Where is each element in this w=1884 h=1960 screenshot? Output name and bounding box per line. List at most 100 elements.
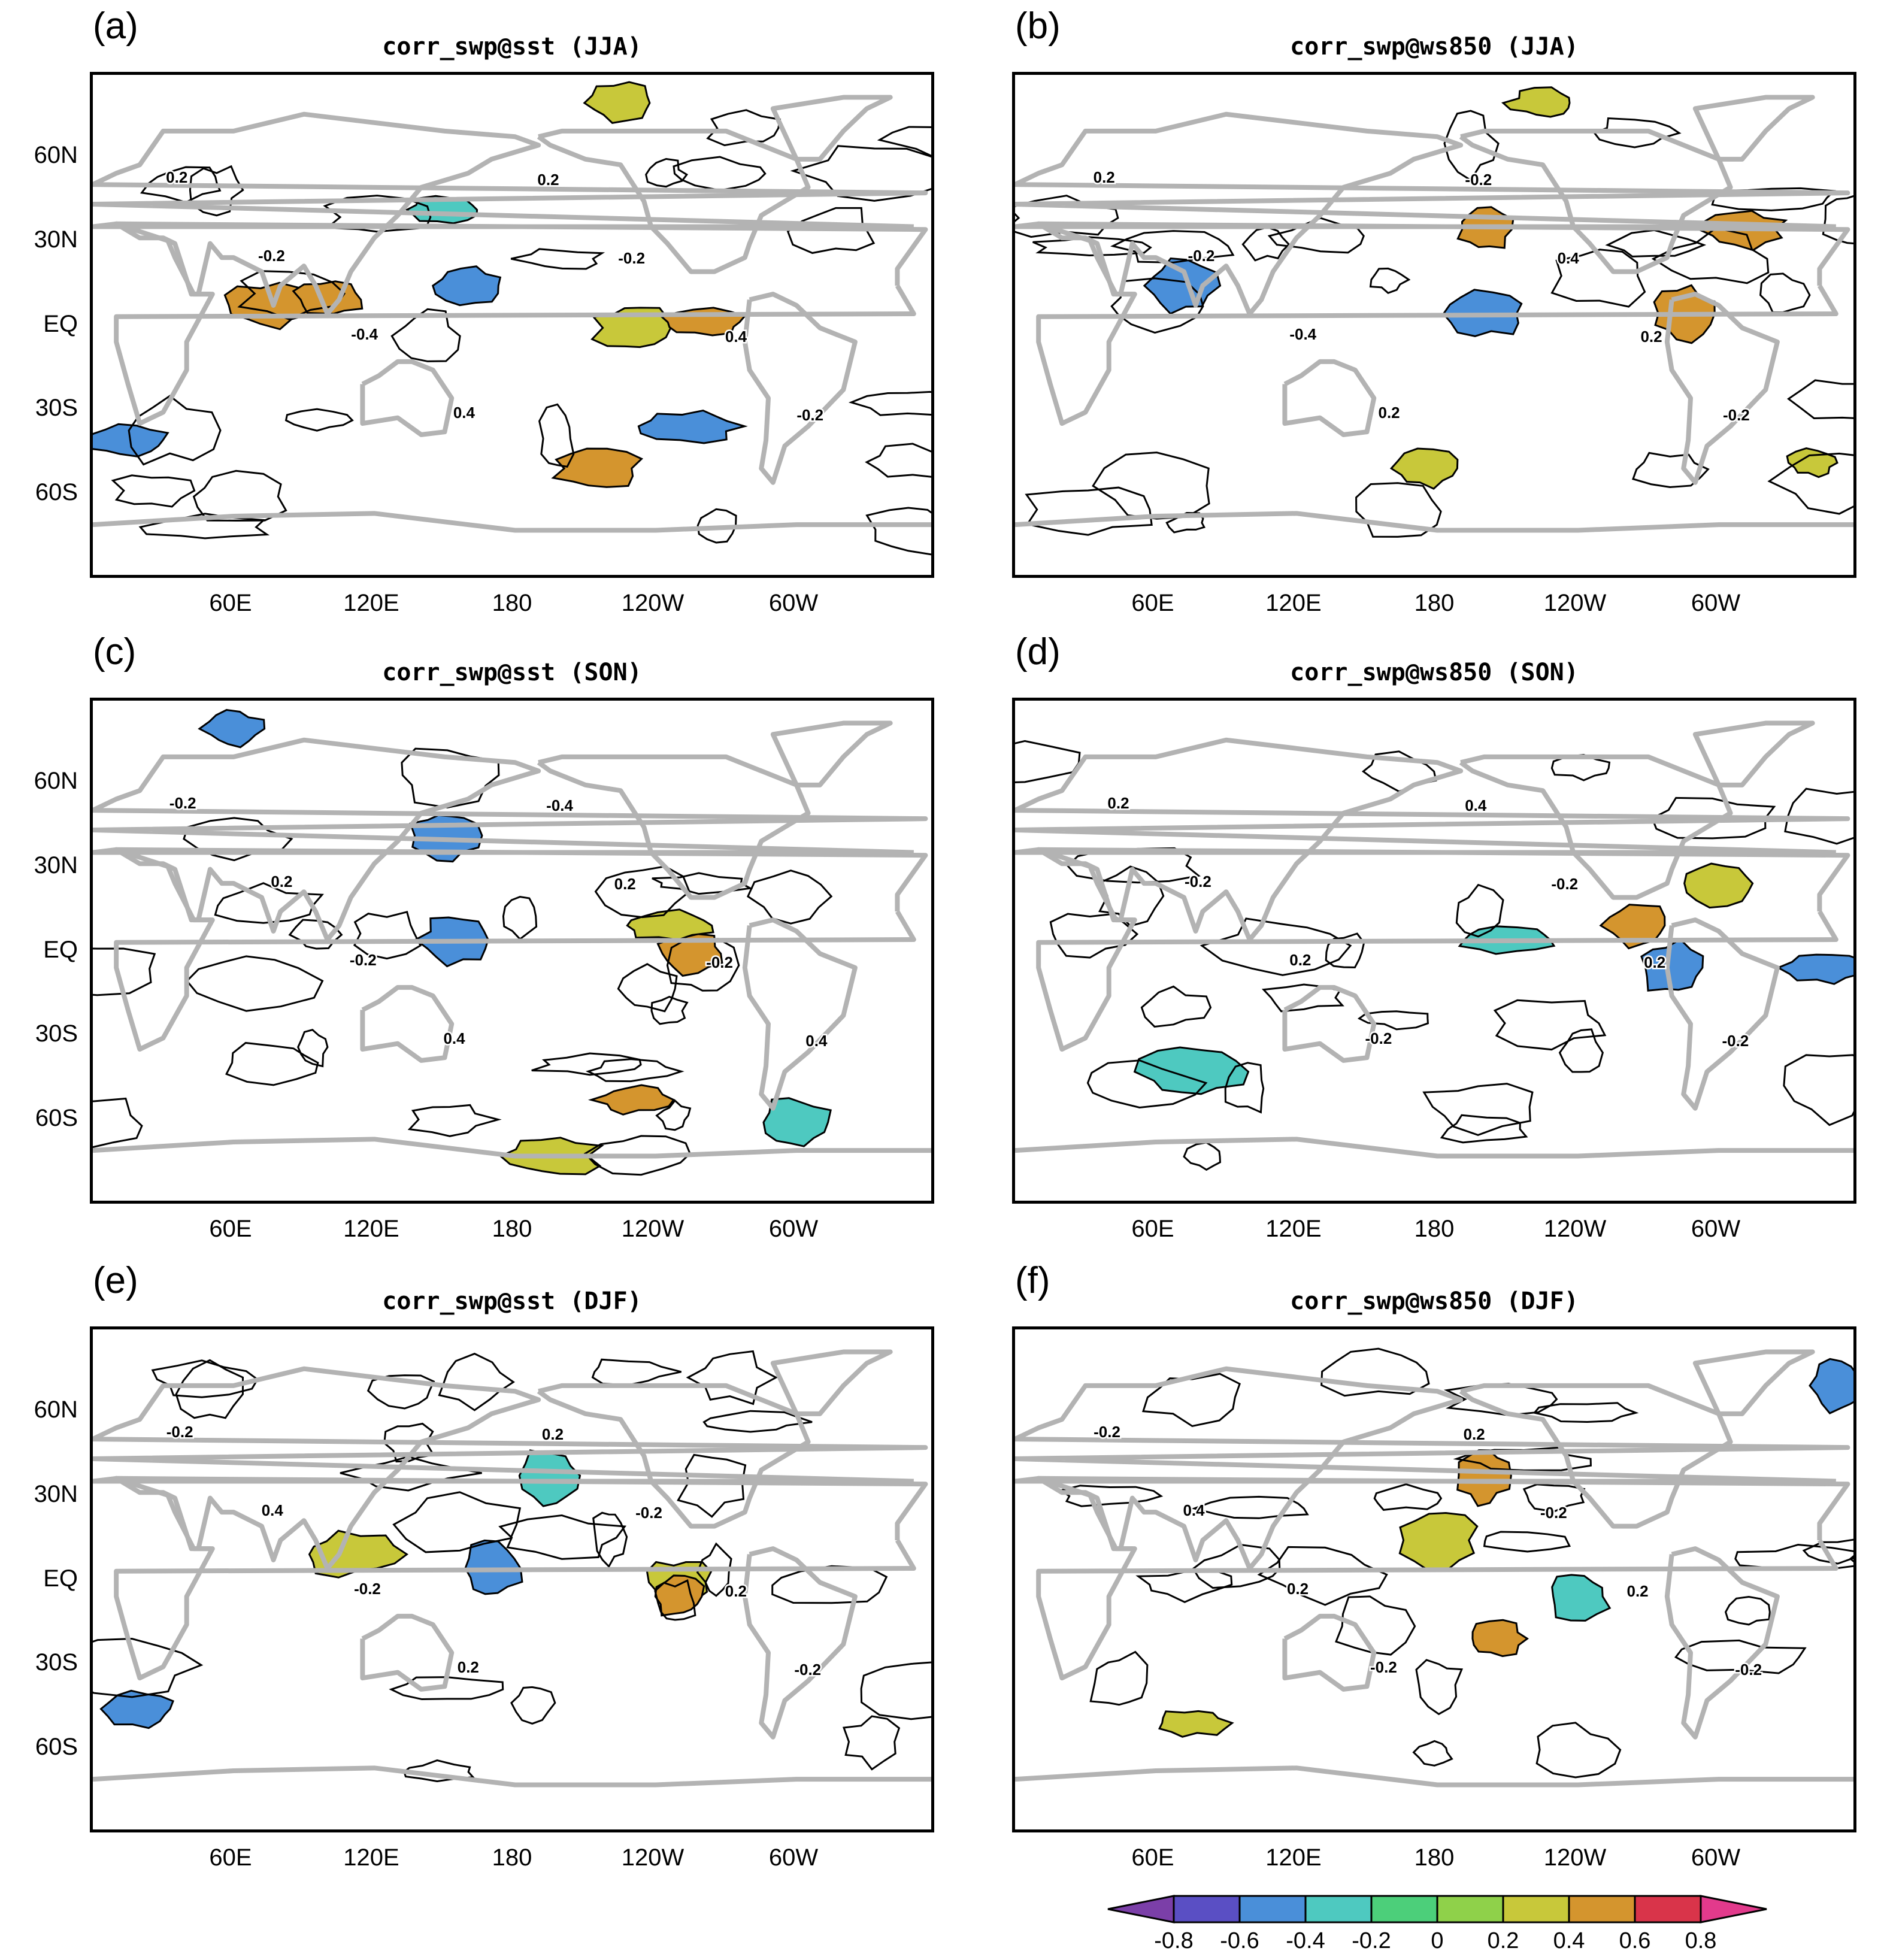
lat-tick-label: 60N bbox=[34, 141, 78, 168]
shaded-region-neg_0_6 bbox=[1809, 1358, 1853, 1414]
contour-label: 0.2 bbox=[1094, 168, 1115, 186]
contour-line bbox=[1412, 1740, 1453, 1767]
lon-tick-label: 60W bbox=[768, 1844, 819, 1871]
shaded-region-pos_0_2 bbox=[1398, 1511, 1479, 1571]
contour-line bbox=[128, 395, 222, 466]
contour-label: 0.4 bbox=[1465, 796, 1487, 814]
contour-label: -0.2 bbox=[1723, 406, 1750, 424]
contour-line bbox=[510, 248, 605, 270]
shaded-region-pos_0_4 bbox=[587, 1084, 676, 1116]
colorbar-swatches bbox=[1107, 1895, 1767, 1923]
contour-line bbox=[677, 1453, 747, 1518]
lon-tick-label: 120E bbox=[343, 590, 399, 616]
contour-line bbox=[1440, 1114, 1528, 1144]
coastline bbox=[1664, 917, 1780, 1111]
contour-line bbox=[865, 507, 931, 556]
lon-tick-label: 60W bbox=[768, 1216, 819, 1242]
contour-line bbox=[1110, 230, 1235, 263]
contour-line bbox=[438, 1352, 515, 1411]
coastline bbox=[1459, 754, 1733, 900]
contour-line bbox=[390, 308, 461, 362]
contour-line bbox=[696, 508, 737, 544]
colorbar-swatch bbox=[1502, 1895, 1570, 1923]
colorbar-swatch bbox=[1700, 1895, 1767, 1923]
contour-line bbox=[1183, 1141, 1221, 1171]
coastline bbox=[1036, 847, 1850, 1052]
colorbar-swatch bbox=[1107, 1895, 1175, 1923]
lon-tick-label: 60E bbox=[209, 1844, 252, 1871]
coastline bbox=[1282, 984, 1377, 1063]
contour-label: -0.2 bbox=[618, 249, 645, 267]
map-frame: 0.2 -0.2 -0.4 0.4 0.2 -0.2 0.4 -0.2 bbox=[90, 72, 934, 578]
contour-line bbox=[654, 1579, 696, 1621]
contour-line bbox=[790, 145, 931, 202]
contour-line bbox=[1802, 1538, 1853, 1565]
contour-label: -0.2 bbox=[1722, 1032, 1749, 1050]
contour-line bbox=[366, 1374, 435, 1410]
contour-label: -0.2 bbox=[1365, 1029, 1392, 1047]
contour-label: 0.2 bbox=[1640, 328, 1662, 346]
coastline bbox=[360, 984, 455, 1063]
coastline bbox=[742, 1546, 858, 1740]
colorbar-swatch bbox=[1634, 1895, 1702, 1923]
lat-tick-label: 60S bbox=[35, 1105, 78, 1132]
colorbar-swatch bbox=[1436, 1895, 1504, 1923]
contour-line bbox=[1443, 1383, 1558, 1416]
contour-label: 0.2 bbox=[1644, 953, 1665, 971]
colorbar-tick-label: 0.6 bbox=[1619, 1928, 1651, 1953]
lon-tick-label: 120W bbox=[1543, 1216, 1607, 1242]
coastline bbox=[1036, 1476, 1850, 1681]
contour-line bbox=[531, 1052, 642, 1076]
contour-line bbox=[1724, 1596, 1771, 1626]
lon-tick-label: 60W bbox=[1691, 590, 1741, 616]
shaded-region-pos_0_2 bbox=[1158, 1710, 1234, 1738]
contour-label: 0.4 bbox=[262, 1501, 284, 1519]
coastline bbox=[1015, 511, 1853, 533]
panel-e: (e) corr_swp@sst (DJF) -0.2 0.4 -0.2 0.2 0.2 -0… bbox=[0, 1255, 964, 1892]
contour-line bbox=[353, 911, 422, 960]
colorbar-tick-label: -0.6 bbox=[1220, 1928, 1259, 1953]
lat-tick-label: EQ bbox=[43, 1565, 78, 1592]
panel-a: (a) corr_swp@sst (JJA) 0.2 -0.2 -0.4 0.4 0.2 -0… bbox=[0, 0, 964, 638]
contour-line bbox=[1192, 1543, 1281, 1589]
lon-tick-label: 120E bbox=[1265, 1844, 1322, 1871]
contour-line bbox=[1224, 1062, 1265, 1114]
lat-tick-label: 60N bbox=[34, 767, 78, 794]
lat-tick-label: 30S bbox=[35, 1649, 78, 1676]
contour-line bbox=[340, 1455, 482, 1492]
lat-tick-label: 60S bbox=[35, 479, 78, 506]
contour-label: -0.4 bbox=[1289, 325, 1316, 343]
contour-line bbox=[1369, 267, 1411, 294]
contour-label: 0.4 bbox=[1558, 249, 1580, 267]
lon-tick-label: 120E bbox=[1265, 1216, 1322, 1242]
shaded-region-pos_0_4 bbox=[1456, 1449, 1512, 1507]
coastline bbox=[93, 111, 928, 317]
contour-label: 0.2 bbox=[271, 873, 292, 890]
lat-tick-label: EQ bbox=[43, 936, 78, 963]
lat-tick-label: 30N bbox=[34, 1480, 78, 1507]
contour-line bbox=[1522, 1483, 1586, 1513]
contour-label: -0.2 bbox=[1735, 1661, 1762, 1679]
lon-tick-label: 60E bbox=[1131, 1844, 1174, 1871]
contour-line bbox=[498, 1514, 627, 1560]
panel-b: (b) corr_swp@ws850 (JJA) 0.2 -0.2 -0.4 0.2 -0.… bbox=[922, 0, 1884, 638]
contour-line bbox=[1355, 482, 1442, 538]
shaded-region-neg_0_6 bbox=[431, 265, 502, 307]
contour-line bbox=[214, 882, 325, 924]
panel-f: (f) corr_swp@ws850 (DJF) -0.2 0.4 0.2 -0.2 0.2… bbox=[922, 1255, 1884, 1892]
lon-tick-label: 60W bbox=[1691, 1844, 1741, 1871]
contour-label: 0.2 bbox=[1289, 951, 1311, 969]
coastline bbox=[360, 1613, 455, 1692]
lon-tick-label: 120W bbox=[621, 590, 684, 616]
panel-letter: (f) bbox=[1015, 1260, 1050, 1301]
contour-line bbox=[510, 1686, 556, 1725]
shaded-region-neg_0_4 bbox=[1551, 1574, 1612, 1622]
contour-line bbox=[192, 469, 287, 522]
lon-tick-label: 120W bbox=[621, 1844, 684, 1871]
shaded-region-pos_0_2 bbox=[583, 81, 651, 124]
colorbar-tick-label: 0 bbox=[1431, 1928, 1444, 1953]
lon-tick-label: 60E bbox=[209, 590, 252, 616]
contour-line bbox=[93, 947, 156, 996]
lat-tick-label: 30S bbox=[35, 1020, 78, 1047]
contour-line bbox=[848, 390, 931, 416]
